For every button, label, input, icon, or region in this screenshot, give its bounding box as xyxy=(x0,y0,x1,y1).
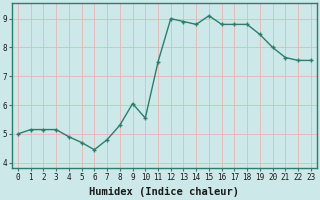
X-axis label: Humidex (Indice chaleur): Humidex (Indice chaleur) xyxy=(89,187,239,197)
